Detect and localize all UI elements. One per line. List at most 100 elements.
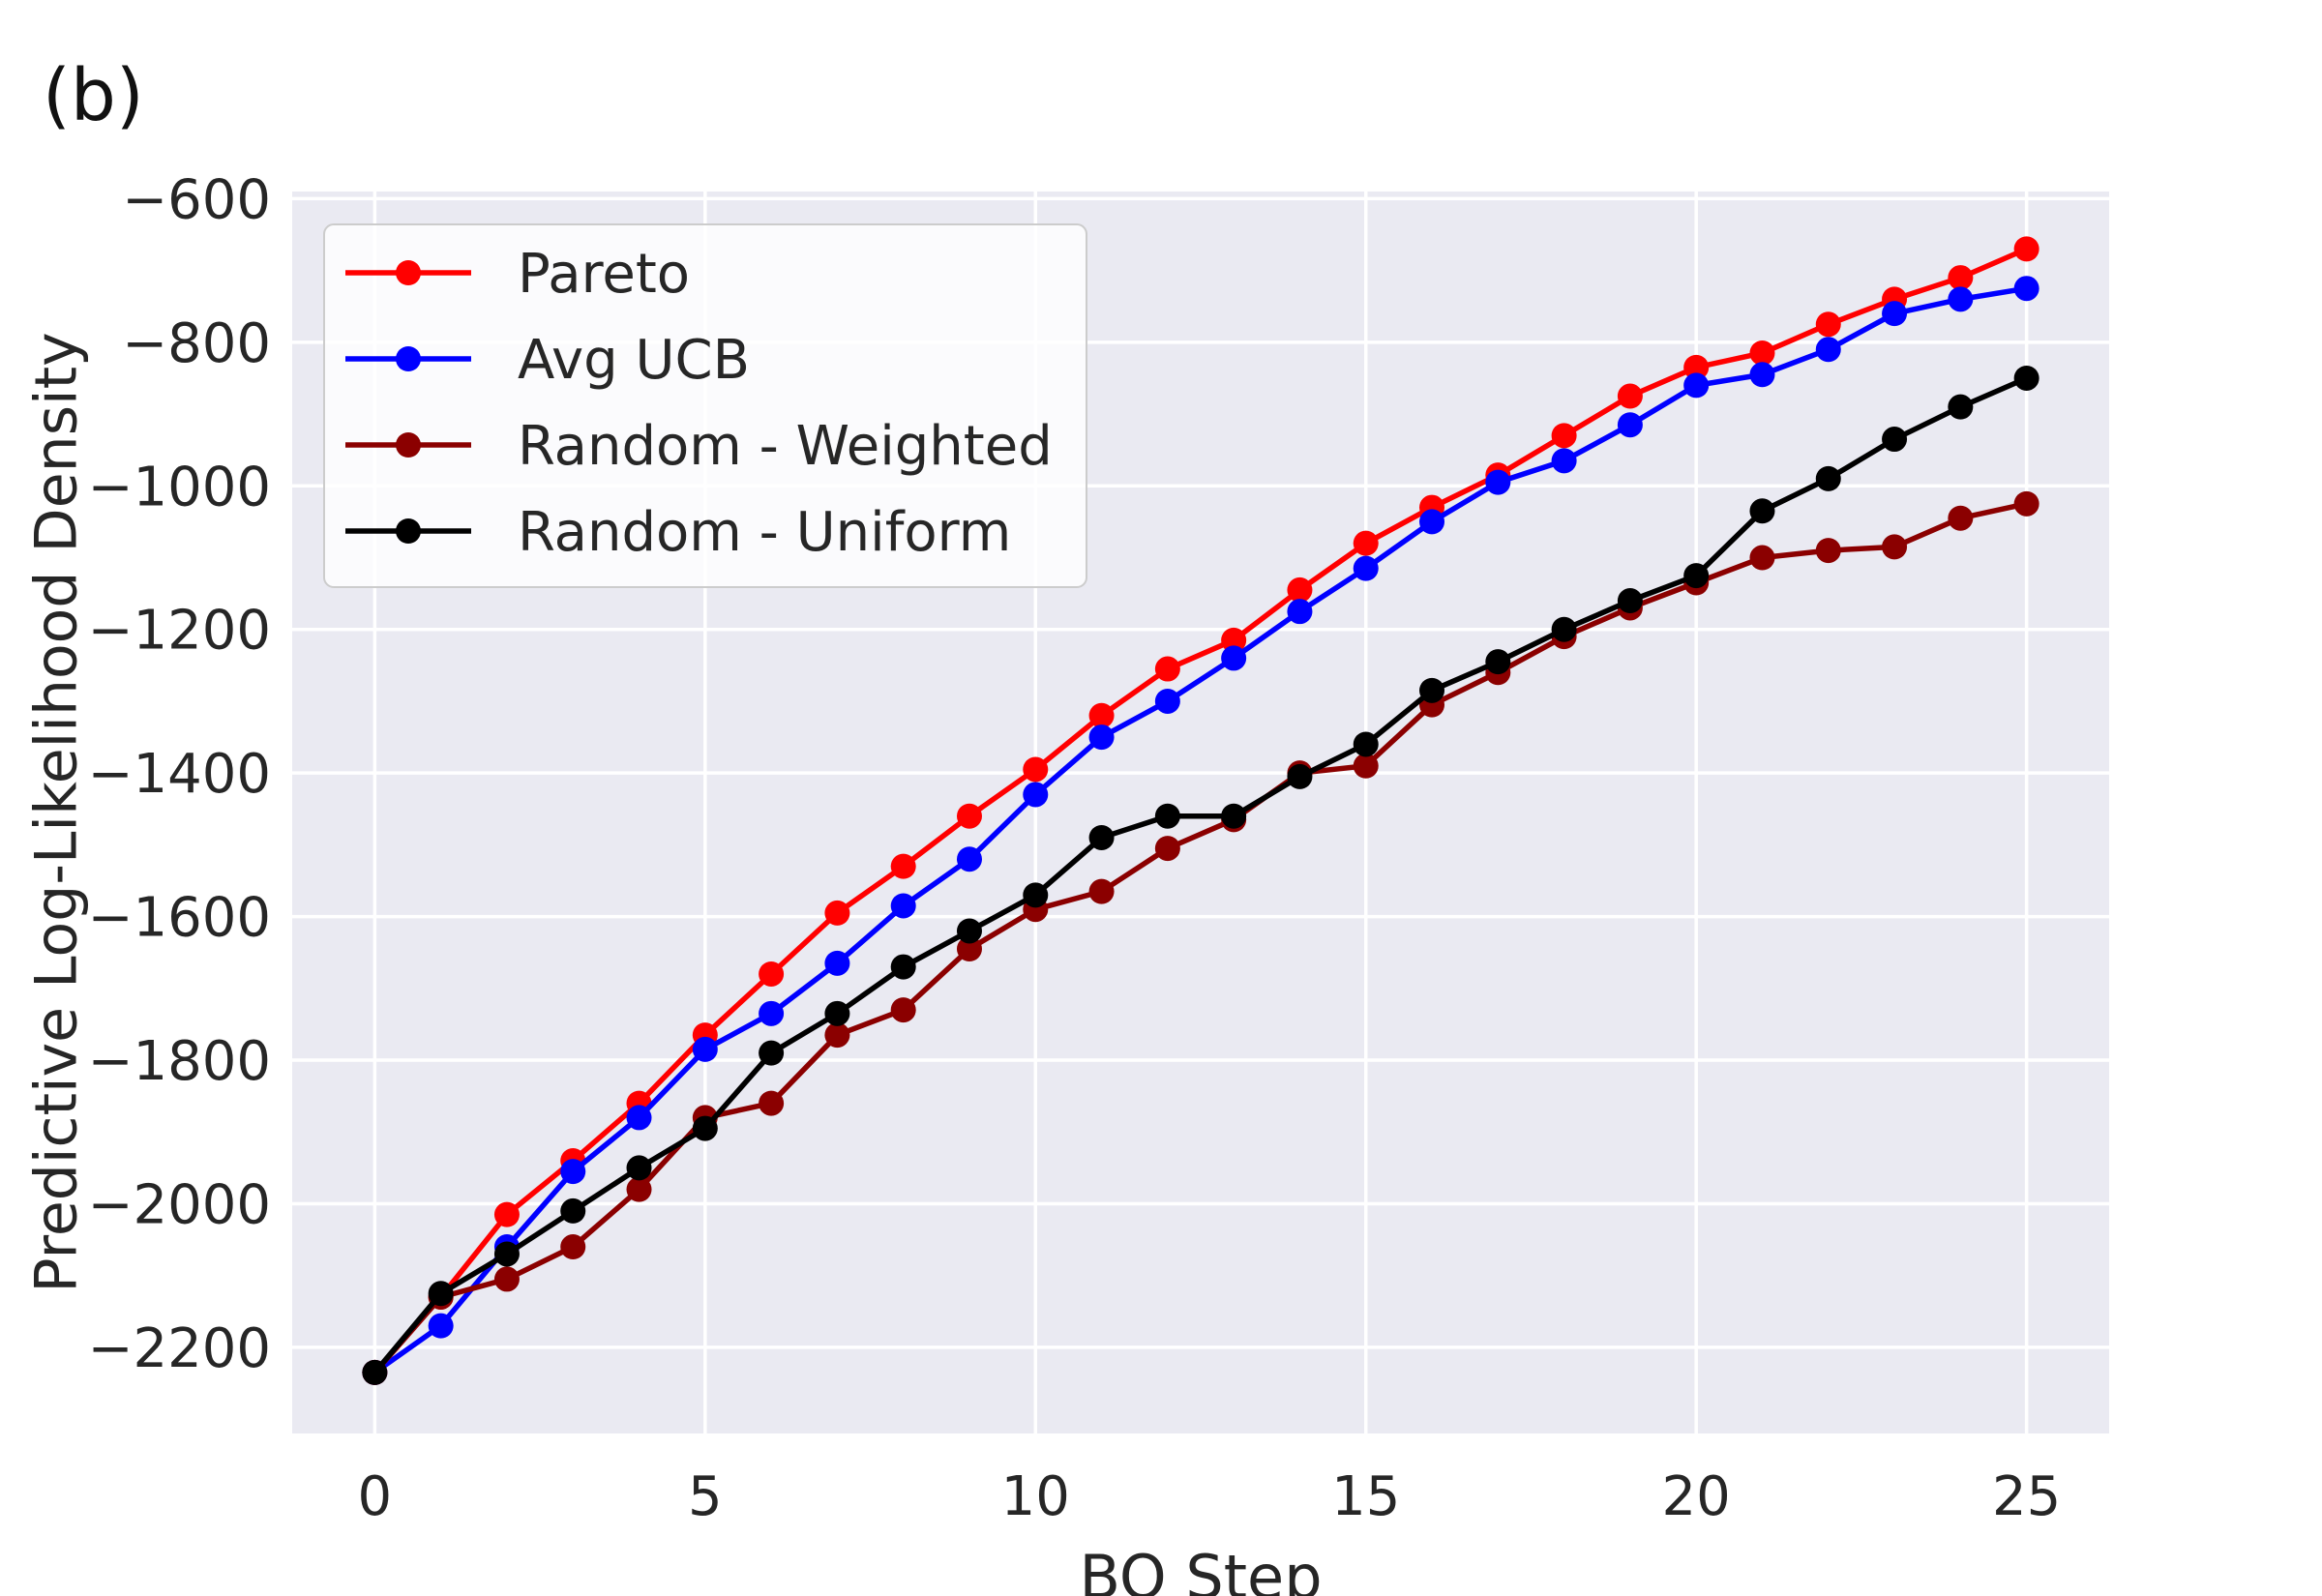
data-point bbox=[1617, 412, 1643, 438]
data-point bbox=[1088, 724, 1115, 751]
data-point bbox=[1617, 588, 1643, 614]
data-point bbox=[692, 1115, 718, 1141]
data-point bbox=[1683, 354, 1710, 380]
legend-label: Random - Weighted bbox=[518, 415, 1053, 478]
data-point bbox=[759, 1000, 785, 1026]
data-point bbox=[1815, 538, 1841, 564]
data-point bbox=[1088, 702, 1115, 728]
y-axis-label: Predictive Log-Likelihood Density bbox=[23, 332, 91, 1292]
x-tick-label: 20 bbox=[1662, 1465, 1731, 1528]
panel-label: (b) bbox=[43, 54, 144, 137]
data-point bbox=[1749, 362, 1775, 388]
data-point bbox=[1088, 878, 1115, 904]
data-point bbox=[890, 954, 916, 980]
x-tick-label: 0 bbox=[358, 1465, 393, 1528]
x-axis-ticks: 0 5 10 15 20 25 bbox=[358, 1465, 2062, 1528]
legend-label: Random - Uniform bbox=[518, 501, 1011, 564]
data-point bbox=[1353, 753, 1379, 779]
data-point bbox=[1287, 599, 1313, 625]
legend-label: Pareto bbox=[518, 243, 690, 306]
data-point bbox=[626, 1176, 652, 1202]
legend-swatch-marker bbox=[396, 346, 421, 371]
data-point bbox=[1815, 465, 1841, 491]
data-point bbox=[493, 1266, 520, 1292]
data-point bbox=[1683, 372, 1710, 399]
data-point bbox=[493, 1201, 520, 1227]
data-point bbox=[1154, 688, 1180, 714]
legend-item: Random - Uniform bbox=[345, 501, 1011, 564]
y-tick-label: −1200 bbox=[88, 600, 271, 663]
data-point bbox=[1551, 616, 1577, 642]
y-tick-label: −1400 bbox=[88, 743, 271, 806]
data-point bbox=[759, 1040, 785, 1066]
data-point bbox=[1551, 448, 1577, 474]
legend-swatch-marker bbox=[396, 260, 421, 285]
legend-swatch-marker bbox=[396, 432, 421, 458]
data-point bbox=[1419, 677, 1445, 703]
data-point bbox=[1419, 509, 1445, 535]
x-tick-label: 5 bbox=[688, 1465, 723, 1528]
data-point bbox=[626, 1155, 652, 1181]
data-point bbox=[1683, 563, 1710, 589]
data-point bbox=[2013, 490, 2039, 517]
data-point bbox=[956, 936, 982, 962]
x-axis-label: BO Step bbox=[1079, 1542, 1322, 1596]
data-point bbox=[2013, 276, 2039, 302]
y-tick-label: −800 bbox=[122, 312, 271, 375]
series-1 bbox=[362, 276, 2039, 1385]
data-point bbox=[824, 1022, 850, 1049]
data-point bbox=[890, 853, 916, 879]
data-point bbox=[956, 803, 982, 829]
data-point bbox=[1221, 645, 1247, 671]
data-point bbox=[1353, 731, 1379, 757]
data-point bbox=[626, 1105, 652, 1131]
y-tick-label: −1800 bbox=[88, 1030, 271, 1093]
y-tick-label: −1000 bbox=[88, 456, 271, 518]
data-point bbox=[956, 918, 982, 944]
data-point bbox=[1948, 505, 1974, 531]
data-point bbox=[560, 1197, 586, 1224]
data-point bbox=[2013, 365, 2039, 391]
y-tick-label: −600 bbox=[122, 168, 271, 231]
data-point bbox=[1948, 394, 1974, 420]
y-tick-label: −2000 bbox=[88, 1173, 271, 1236]
data-point bbox=[1221, 627, 1247, 653]
data-point bbox=[824, 1000, 850, 1026]
data-point bbox=[1485, 649, 1511, 675]
data-point bbox=[1023, 756, 1049, 783]
data-point bbox=[692, 1036, 718, 1062]
x-tick-label: 10 bbox=[1001, 1465, 1070, 1528]
data-point bbox=[2013, 236, 2039, 262]
data-point bbox=[1948, 286, 1974, 312]
data-point bbox=[560, 1234, 586, 1260]
data-point bbox=[1023, 882, 1049, 908]
data-point bbox=[956, 846, 982, 872]
data-point bbox=[759, 961, 785, 987]
series-3 bbox=[362, 365, 2039, 1385]
data-point bbox=[890, 893, 916, 919]
data-point bbox=[1221, 803, 1247, 829]
data-point bbox=[1287, 576, 1313, 603]
data-point bbox=[1882, 301, 1908, 327]
data-point bbox=[362, 1359, 388, 1385]
data-point bbox=[1749, 340, 1775, 366]
data-point bbox=[1353, 530, 1379, 556]
data-point bbox=[1749, 545, 1775, 571]
legend-label: Avg UCB bbox=[518, 329, 750, 392]
legend-swatch-marker bbox=[396, 518, 421, 544]
y-tick-label: −1600 bbox=[88, 887, 271, 950]
data-point bbox=[890, 997, 916, 1023]
data-point bbox=[1749, 498, 1775, 524]
data-point bbox=[493, 1241, 520, 1267]
data-point bbox=[1287, 763, 1313, 789]
data-point bbox=[1948, 265, 1974, 291]
series-lines bbox=[362, 236, 2039, 1385]
data-point bbox=[1617, 383, 1643, 409]
x-tick-label: 25 bbox=[1992, 1465, 2061, 1528]
data-point bbox=[1882, 534, 1908, 560]
legend-item: Pareto bbox=[345, 243, 690, 306]
data-point bbox=[824, 950, 850, 976]
data-point bbox=[1154, 836, 1180, 862]
